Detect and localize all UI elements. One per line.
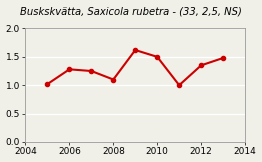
Text: Buskskvätta, Saxicola rubetra - (33, 2,5, NS): Buskskvätta, Saxicola rubetra - (33, 2,5… xyxy=(20,6,242,17)
